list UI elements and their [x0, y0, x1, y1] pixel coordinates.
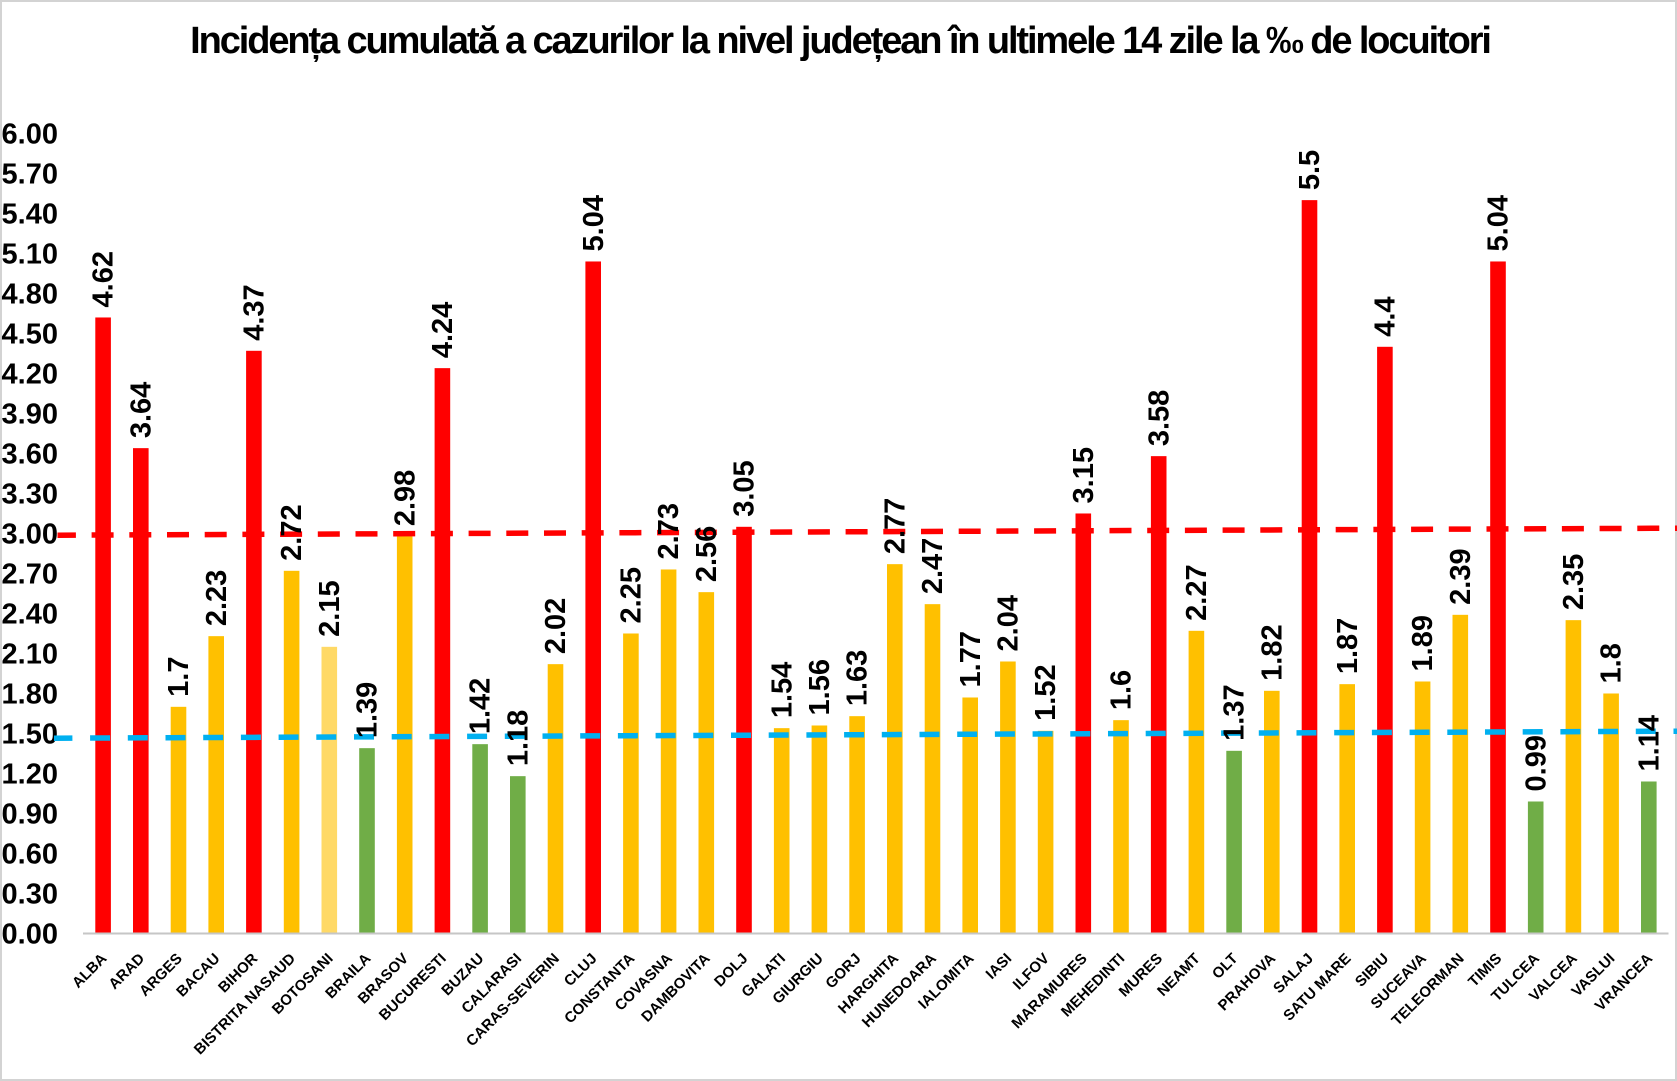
svg-text:3.00: 3.00: [2, 519, 58, 551]
svg-text:3.30: 3.30: [2, 479, 58, 511]
svg-text:2.35: 2.35: [1558, 554, 1590, 610]
svg-text:4.37: 4.37: [239, 284, 271, 340]
svg-text:2.70: 2.70: [2, 559, 58, 591]
svg-text:1.52: 1.52: [1030, 664, 1062, 720]
svg-text:1.39: 1.39: [352, 682, 384, 738]
svg-text:2.10: 2.10: [2, 639, 58, 671]
svg-text:4.20: 4.20: [2, 359, 58, 391]
svg-text:1.37: 1.37: [1219, 684, 1251, 740]
svg-text:2.98: 2.98: [389, 470, 421, 526]
svg-text:1.50: 1.50: [2, 719, 58, 751]
svg-text:1.8: 1.8: [1596, 643, 1628, 683]
svg-text:2.72: 2.72: [276, 504, 308, 560]
svg-text:1.77: 1.77: [955, 631, 987, 687]
svg-text:1.54: 1.54: [766, 662, 798, 718]
svg-text:0.60: 0.60: [2, 839, 58, 871]
svg-text:2.56: 2.56: [691, 526, 723, 582]
svg-text:5.40: 5.40: [2, 199, 58, 231]
svg-text:2.23: 2.23: [201, 570, 233, 626]
svg-text:1.82: 1.82: [1256, 624, 1288, 680]
svg-text:0.00: 0.00: [2, 919, 58, 951]
svg-text:5.5: 5.5: [1294, 150, 1326, 190]
svg-text:1.80: 1.80: [2, 679, 58, 711]
svg-text:Incidența cumulată a cazurilor: Incidența cumulată a cazurilor la nivel …: [190, 20, 1490, 62]
svg-text:5.10: 5.10: [2, 239, 58, 271]
svg-text:2.77: 2.77: [879, 498, 911, 554]
svg-text:3.60: 3.60: [2, 439, 58, 471]
svg-text:1.18: 1.18: [502, 710, 534, 766]
svg-text:4.80: 4.80: [2, 279, 58, 311]
svg-text:3.90: 3.90: [2, 399, 58, 431]
svg-text:3.15: 3.15: [1068, 447, 1100, 503]
svg-text:4.50: 4.50: [2, 319, 58, 351]
svg-text:2.73: 2.73: [653, 503, 685, 559]
svg-text:3.64: 3.64: [125, 382, 157, 438]
svg-text:2.02: 2.02: [540, 598, 572, 654]
svg-text:2.27: 2.27: [1181, 564, 1213, 620]
svg-text:1.20: 1.20: [2, 759, 58, 791]
svg-text:2.39: 2.39: [1445, 548, 1477, 604]
svg-text:2.04: 2.04: [993, 595, 1025, 651]
svg-text:1.63: 1.63: [842, 650, 874, 706]
svg-text:1.87: 1.87: [1332, 618, 1364, 674]
svg-text:2.15: 2.15: [314, 580, 346, 636]
svg-text:4.24: 4.24: [427, 302, 459, 358]
svg-text:1.56: 1.56: [804, 659, 836, 715]
svg-text:5.04: 5.04: [578, 195, 610, 251]
svg-text:4.4: 4.4: [1370, 296, 1402, 336]
svg-text:2.40: 2.40: [2, 599, 58, 631]
svg-text:1.42: 1.42: [465, 678, 497, 734]
svg-text:1.6: 1.6: [1106, 670, 1138, 710]
svg-text:5.70: 5.70: [2, 159, 58, 191]
svg-text:5.04: 5.04: [1483, 195, 1515, 251]
svg-text:1.7: 1.7: [163, 656, 195, 696]
svg-text:2.25: 2.25: [616, 567, 648, 623]
svg-text:0.90: 0.90: [2, 799, 58, 831]
svg-text:1.89: 1.89: [1407, 615, 1439, 671]
svg-text:0.30: 0.30: [2, 879, 58, 911]
svg-text:6.00: 6.00: [2, 119, 58, 151]
svg-text:3.05: 3.05: [729, 460, 761, 516]
svg-text:2.47: 2.47: [917, 538, 949, 594]
svg-text:0.99: 0.99: [1520, 735, 1552, 791]
svg-text:3.58: 3.58: [1143, 390, 1175, 446]
svg-text:1.14: 1.14: [1633, 715, 1665, 771]
svg-text:4.62: 4.62: [88, 251, 120, 307]
